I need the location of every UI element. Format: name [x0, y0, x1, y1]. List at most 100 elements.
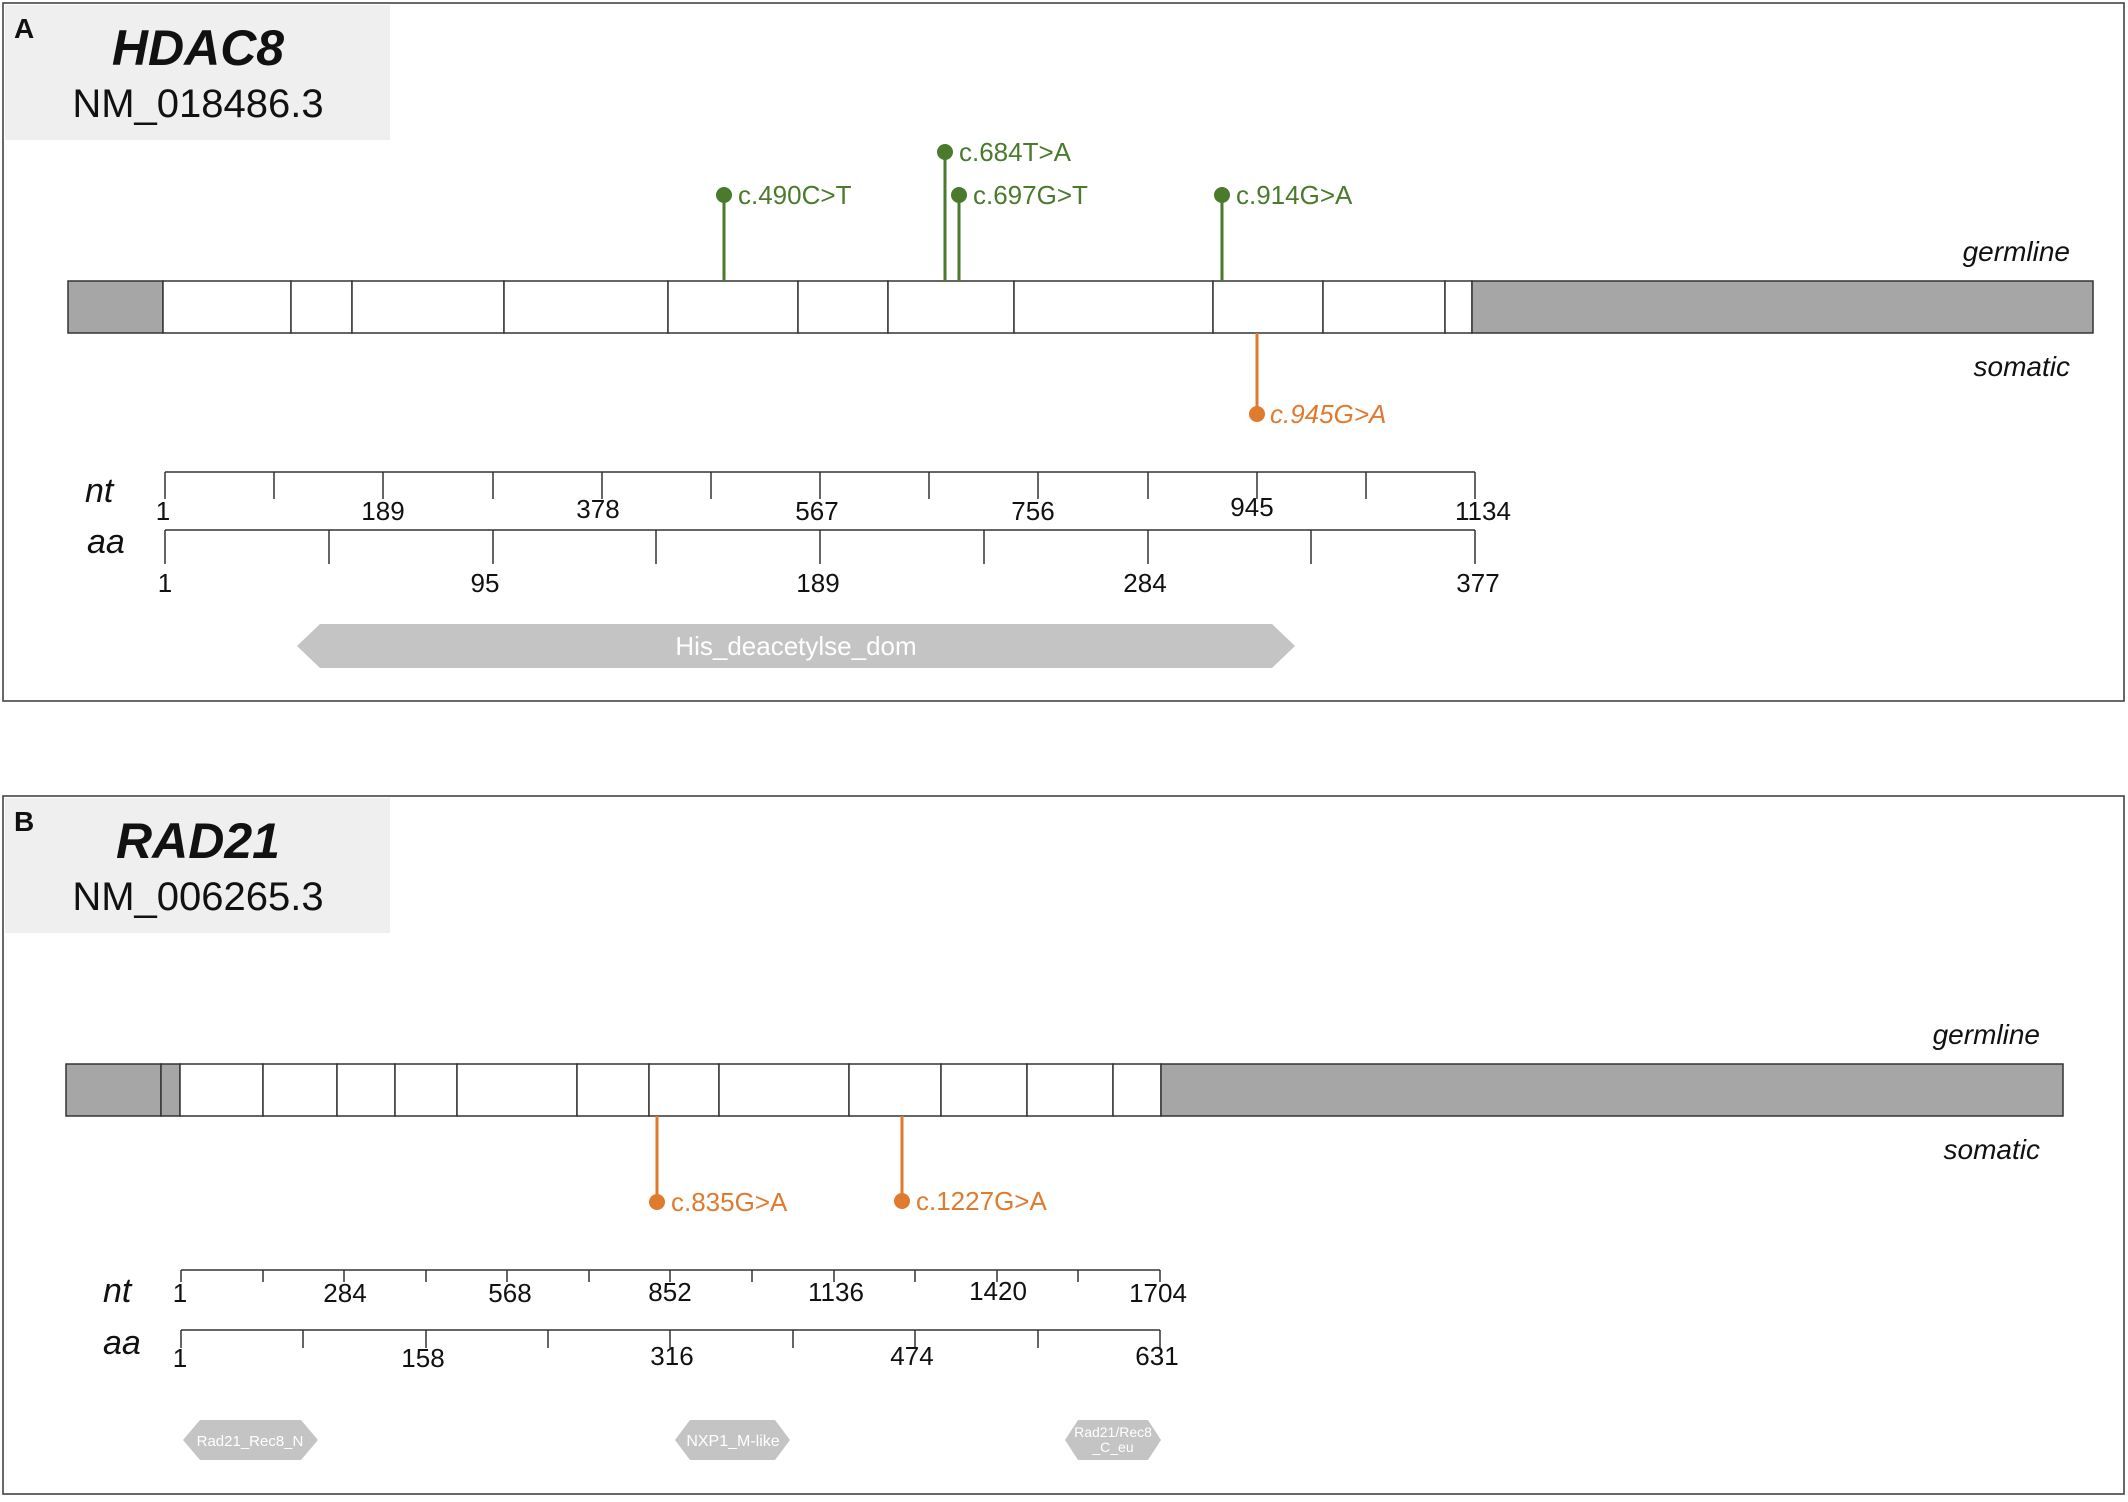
tick-label: 1420: [969, 1276, 1027, 1306]
exon: [797, 280, 889, 334]
tick-label: 945: [1230, 492, 1273, 522]
variant-label: c.697G>T: [973, 180, 1088, 210]
variant-marker: [1249, 406, 1265, 422]
panel-a-aa-axis: aa 1 95 189 284 377: [87, 523, 1500, 598]
variant-marker: [894, 1193, 910, 1209]
panel-a-gene-name: HDAC8: [112, 20, 284, 76]
panel-b-title-box: [5, 798, 390, 933]
panel-b-domain: Rad21/Rec8 _C_eu: [1065, 1420, 1161, 1460]
tick-label: 1: [173, 1278, 187, 1308]
exon: [336, 1063, 396, 1117]
domain-label: NXP1_M-like: [686, 1433, 779, 1450]
panel-a-nt-axis: nt 1 189 378 567 756 945 1134: [85, 471, 1511, 526]
utr-5prime: [65, 1063, 162, 1117]
aa-axis-name: aa: [103, 1324, 141, 1362]
tick-label: 95: [471, 568, 500, 598]
domain-label: Rad21_Rec8_N: [197, 1433, 304, 1450]
variant-label: c.684T>A: [959, 137, 1072, 167]
exon: [1444, 280, 1473, 334]
exon: [503, 280, 669, 334]
domain-shape: [1065, 1420, 1161, 1460]
exon: [1212, 280, 1324, 334]
tick-label: 316: [650, 1341, 693, 1371]
tick-label: 189: [796, 568, 839, 598]
panel-a-germline-variant: c.697G>T: [951, 180, 1088, 281]
exon: [718, 1063, 850, 1117]
panel-a-somatic-variant: c.945G>A: [1249, 333, 1386, 429]
variant-label: c.835G>A: [671, 1187, 788, 1217]
panel-a-letter: A: [14, 13, 34, 44]
domain-shape: [183, 1420, 318, 1460]
exon: [940, 1063, 1028, 1117]
variant-label: c.945G>A: [1270, 399, 1386, 429]
panel-a-germline-variant: c.490C>T: [716, 180, 852, 281]
domain-label: His_deacetylse_dom: [675, 631, 916, 661]
exon: [576, 1063, 650, 1117]
panel-b-domain: Rad21_Rec8_N: [183, 1420, 318, 1460]
panel-a-germline-label: germline: [1963, 236, 2070, 267]
exon: [162, 280, 292, 334]
panel-b-somatic-label: somatic: [1944, 1134, 2040, 1165]
exon: [456, 1063, 578, 1117]
domain-shape: [675, 1420, 790, 1460]
tick-label: 1136: [808, 1277, 864, 1307]
tick-label: 189: [361, 496, 404, 526]
exon: [648, 1063, 720, 1117]
tick-label: 756: [1011, 496, 1054, 526]
variant-label: c.490C>T: [738, 180, 852, 210]
tick-label: 631: [1135, 1341, 1178, 1371]
panel-b: B RAD21 NM_006265.3 germline somatic: [2, 795, 2125, 1495]
variant-marker: [716, 187, 732, 203]
panel-a-somatic-label: somatic: [1974, 351, 2070, 382]
utr-5prime: [160, 1063, 181, 1117]
exon: [848, 1063, 942, 1117]
tick-label: 377: [1456, 568, 1499, 598]
tick-label: 568: [488, 1278, 531, 1308]
exon: [887, 280, 1015, 334]
panel-b-border: [2, 795, 2125, 1495]
tick-label: 852: [648, 1277, 691, 1307]
panel-a-germline-variant: c.914G>A: [1214, 180, 1353, 281]
variant-marker: [649, 1194, 665, 1210]
variant-marker: [937, 144, 953, 160]
exon: [1112, 1063, 1162, 1117]
panel-b-germline-label: germline: [1933, 1019, 2040, 1050]
tick-label: 284: [1123, 568, 1166, 598]
utr-3prime: [1160, 1063, 2064, 1117]
tick-label: 1704: [1129, 1278, 1187, 1308]
panel-a: A HDAC8 NM_018486.3 germline somatic c.4…: [2, 2, 2125, 702]
panel-a-transcript: NM_018486.3: [72, 82, 323, 126]
tick-label: 567: [795, 496, 838, 526]
tick-label: 158: [401, 1343, 444, 1373]
aa-axis-name: aa: [87, 523, 125, 561]
exon: [667, 280, 799, 334]
panel-a-title-box: [5, 5, 390, 140]
exon: [351, 280, 505, 334]
nt-axis-name: nt: [103, 1272, 133, 1310]
utr-5prime: [67, 280, 164, 334]
exon: [1013, 280, 1214, 334]
panel-b-somatic-variant: c.1227G>A: [894, 1116, 1047, 1216]
exon: [262, 1063, 338, 1117]
exon: [394, 1063, 458, 1117]
panel-b-transcript-bar: [65, 1063, 2064, 1117]
exon: [1322, 280, 1446, 334]
panel-b-aa-axis: aa 1 158 316 474 631: [103, 1324, 1179, 1373]
tick-label: 1: [156, 496, 170, 526]
domain-shape: [297, 624, 1295, 668]
panel-a-border: [2, 2, 2125, 702]
panel-b-transcript: NM_006265.3: [72, 875, 323, 919]
tick-label: 284: [323, 1278, 366, 1308]
domain-label: Rad21/Rec8 _C_eu: [1074, 1424, 1152, 1455]
utr-3prime: [1471, 280, 2094, 334]
variant-label: c.1227G>A: [916, 1186, 1047, 1216]
variant-marker: [1214, 187, 1230, 203]
exon: [290, 280, 353, 334]
exon: [1026, 1063, 1114, 1117]
panel-a-domain: His_deacetylse_dom: [297, 624, 1295, 668]
variant-marker: [951, 187, 967, 203]
panel-a-germline-variant: c.684T>A: [937, 137, 1072, 281]
nt-axis-name: nt: [85, 472, 115, 510]
tick-label: 378: [576, 494, 619, 524]
